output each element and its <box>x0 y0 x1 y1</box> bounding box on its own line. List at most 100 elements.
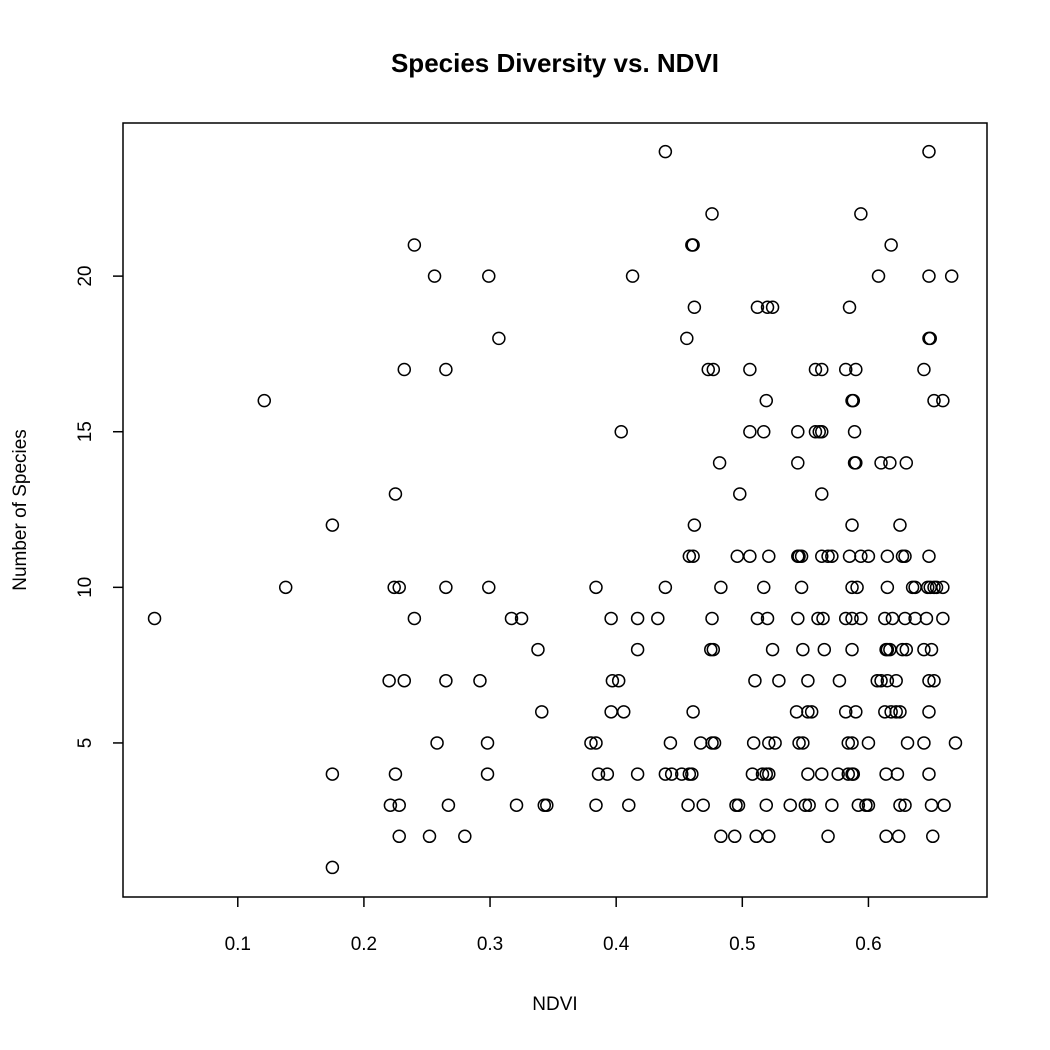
point <box>422 829 437 844</box>
point <box>926 829 940 844</box>
point <box>325 767 340 781</box>
point <box>898 798 912 812</box>
x-axis-label: NDVI <box>532 994 577 1015</box>
point <box>706 362 721 377</box>
point <box>874 673 888 688</box>
point <box>883 456 897 470</box>
point <box>727 829 742 844</box>
point <box>821 829 835 844</box>
point <box>392 580 406 595</box>
point <box>832 673 847 688</box>
point <box>899 456 914 470</box>
point <box>849 705 863 719</box>
point <box>685 767 699 781</box>
point <box>825 798 839 812</box>
point <box>846 767 861 781</box>
point <box>796 642 810 657</box>
point <box>871 269 886 283</box>
point <box>482 269 496 283</box>
point <box>838 705 853 719</box>
point <box>842 300 857 314</box>
point <box>705 611 719 626</box>
point <box>535 705 549 719</box>
point <box>798 798 813 812</box>
point <box>611 673 626 688</box>
point <box>804 705 819 719</box>
point <box>791 456 805 470</box>
point <box>861 549 876 563</box>
y-axis-label: Number of Species <box>10 429 31 591</box>
point <box>924 642 939 657</box>
point <box>898 549 912 563</box>
point <box>756 580 771 595</box>
point <box>898 611 912 626</box>
point <box>831 767 845 781</box>
point <box>762 736 776 750</box>
point <box>441 798 456 812</box>
point <box>917 736 931 750</box>
point <box>589 580 603 595</box>
point <box>796 736 810 750</box>
point <box>765 300 780 314</box>
point <box>439 362 453 377</box>
point <box>917 642 931 657</box>
point <box>540 798 554 812</box>
point <box>792 736 806 750</box>
point <box>815 767 829 781</box>
point <box>514 611 529 626</box>
point <box>895 642 910 657</box>
point <box>890 767 905 781</box>
point <box>325 518 340 532</box>
point <box>407 238 422 252</box>
y-tick-label: 5 <box>75 738 96 749</box>
point <box>759 798 774 812</box>
point <box>745 767 760 781</box>
point <box>851 798 866 812</box>
point <box>147 611 162 626</box>
point <box>504 611 519 626</box>
point <box>791 611 805 626</box>
point <box>387 580 401 595</box>
point <box>383 798 398 812</box>
point <box>922 705 936 719</box>
point <box>616 705 631 719</box>
point <box>893 705 907 719</box>
point <box>944 269 959 283</box>
point <box>923 331 937 346</box>
x-tick-label: 0.3 <box>477 934 503 955</box>
point <box>257 393 272 408</box>
point <box>768 736 782 750</box>
point <box>439 580 453 595</box>
point <box>791 424 805 439</box>
point <box>841 767 856 781</box>
point <box>927 393 941 408</box>
point <box>794 580 809 595</box>
x-tick-label: 0.1 <box>225 934 251 955</box>
point <box>891 829 906 844</box>
point <box>922 144 936 159</box>
x-tick-label: 0.4 <box>603 934 630 955</box>
point <box>874 456 888 470</box>
point <box>762 767 776 781</box>
y-tick-label: 15 <box>75 421 96 442</box>
point <box>743 424 757 439</box>
point <box>743 549 757 563</box>
point <box>430 736 444 750</box>
point <box>658 580 673 595</box>
point <box>808 362 823 377</box>
point <box>750 300 765 314</box>
point <box>811 611 825 626</box>
point <box>870 673 885 688</box>
point <box>861 736 876 750</box>
point <box>388 487 403 501</box>
point <box>622 798 636 812</box>
point <box>936 393 950 408</box>
point <box>838 362 853 377</box>
point <box>760 300 775 314</box>
point <box>743 362 757 377</box>
point <box>948 736 963 750</box>
point <box>919 611 934 626</box>
point <box>731 798 746 812</box>
point <box>815 549 829 563</box>
